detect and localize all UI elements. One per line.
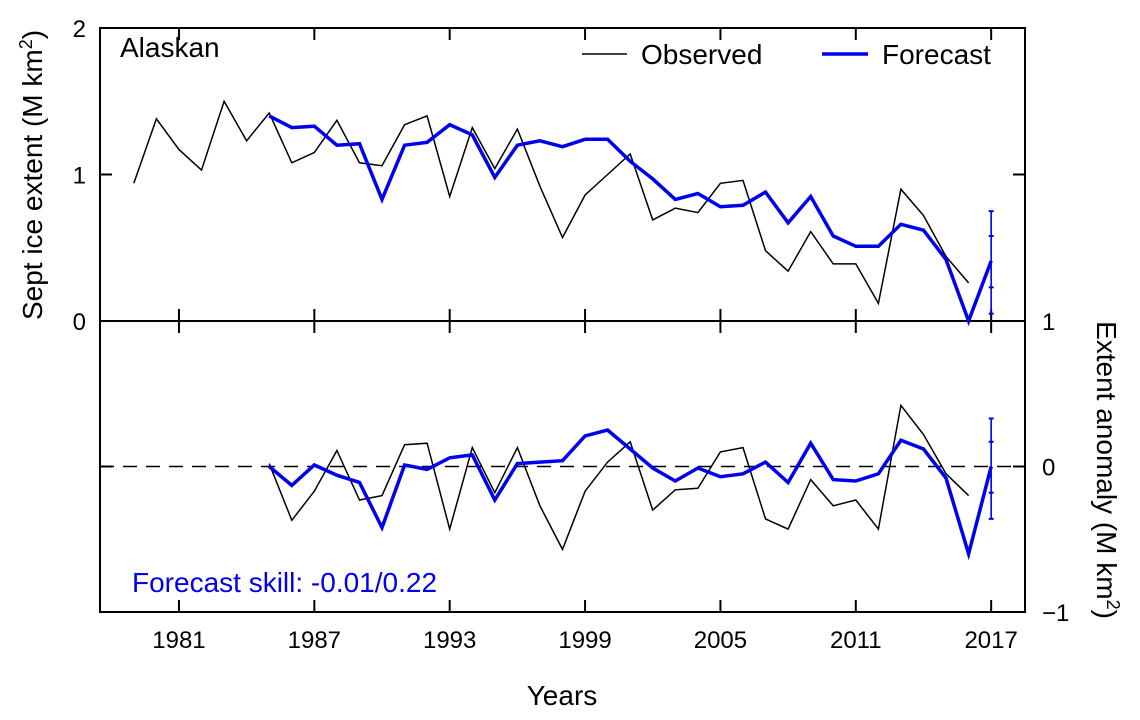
left-y-axis-title-main: Sept ice extent (M km	[17, 49, 48, 320]
right-y-axis-title: Extent anomaly (M km2)	[1091, 321, 1123, 619]
panel-label: Alaskan	[120, 32, 220, 63]
legend: Observed Forecast	[582, 39, 991, 70]
bottom-observed-line	[268, 403, 970, 552]
right-y-axis-title-sup: 2	[1103, 600, 1123, 610]
bottom-y-tick-label: 1	[1042, 309, 1055, 336]
x-tick-label: 1999	[558, 627, 611, 654]
x-tick-label: 1981	[152, 627, 205, 654]
left-y-axis-title-sup: 2	[16, 39, 36, 49]
bottom-forecast-line	[268, 428, 993, 561]
x-tick-label: 2011	[830, 627, 882, 654]
x-tick-label: 2017	[964, 627, 1017, 654]
bottom-y-tick-label: 0	[1042, 455, 1055, 482]
top-panel-frame	[99, 27, 1026, 322]
x-tick-label: 1993	[423, 627, 476, 654]
series-layer	[133, 99, 993, 561]
top-y-tick-label: 2	[73, 16, 86, 43]
x-tick-label: 2005	[694, 627, 747, 654]
bottom-y-tick-label: −1	[1042, 600, 1069, 627]
top-forecast-line	[268, 114, 993, 327]
top-y-tick-label: 1	[73, 163, 86, 190]
right-y-axis-title-end: )	[1091, 610, 1122, 619]
legend-forecast-label: Forecast	[882, 39, 991, 70]
left-y-axis-title-end: )	[17, 30, 48, 39]
left-y-axis-title: Sept ice extent (M km2)	[16, 30, 48, 320]
top-observed-line	[133, 99, 970, 306]
forecast-skill-annotation: Forecast skill: -0.01/0.22	[132, 567, 437, 598]
top-y-tick-label: 0	[73, 309, 86, 336]
x-tick-label: 1987	[288, 627, 341, 654]
error-bar-layer	[988, 210, 994, 520]
legend-observed-label: Observed	[641, 39, 762, 70]
x-axis-title: Years	[527, 680, 598, 711]
ticks-layer: 1981 1987 1993 1999 2005 2011 2017 0 1 2 −1 0 1	[73, 16, 1070, 654]
right-y-axis-title-main: Extent anomaly (M km	[1091, 321, 1122, 600]
